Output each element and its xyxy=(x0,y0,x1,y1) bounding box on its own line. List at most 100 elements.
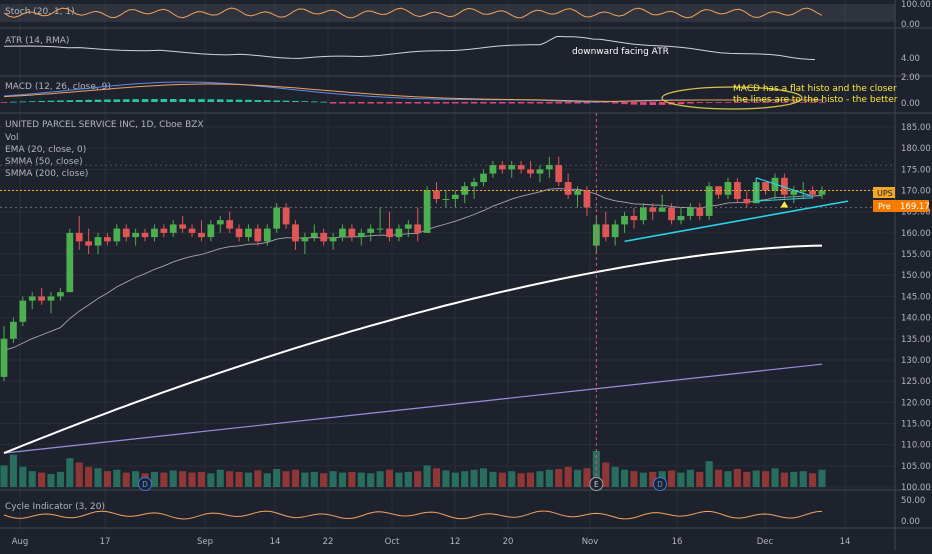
candle xyxy=(414,207,422,242)
candle xyxy=(235,224,243,242)
macd-hist-bar xyxy=(724,102,732,103)
candle-body xyxy=(536,169,544,174)
candle xyxy=(404,220,412,238)
volume-bar xyxy=(404,471,412,487)
volume-bar xyxy=(385,469,394,487)
grid-layer xyxy=(0,0,895,530)
candle-body xyxy=(781,177,788,195)
macd-hist-bar xyxy=(132,99,139,102)
candle-body xyxy=(517,165,525,170)
candle xyxy=(451,190,459,208)
price-tick-label: 170.00 xyxy=(901,187,931,197)
macd-hist-bar xyxy=(423,102,431,104)
macd-hist-bar xyxy=(0,102,8,103)
price-tick-label: 175.00 xyxy=(901,165,931,175)
volume-bar xyxy=(508,471,516,487)
candle-body xyxy=(574,190,581,195)
volume-bar xyxy=(9,454,17,487)
candle-body xyxy=(395,228,403,238)
candle xyxy=(705,182,713,221)
macd-hist-bar xyxy=(348,102,356,104)
macd-hist-bar xyxy=(19,101,27,103)
candle-body xyxy=(19,300,27,322)
volume-bar xyxy=(367,473,375,487)
macd-hist-bar xyxy=(546,102,553,104)
candle-body xyxy=(292,224,299,242)
stoch-line xyxy=(3,7,823,19)
volume-bar xyxy=(113,469,121,487)
candle xyxy=(10,317,17,343)
stoch-band xyxy=(0,4,895,22)
candle-body xyxy=(705,186,713,216)
candle-body xyxy=(160,228,168,233)
candle-body xyxy=(668,207,675,221)
volume-bar xyxy=(66,458,74,487)
candle-body xyxy=(583,190,591,208)
macd-hist-bar xyxy=(75,100,83,102)
macd-hist-bar xyxy=(630,102,638,105)
price-tick-label: 165.00 xyxy=(901,208,931,218)
candle xyxy=(151,224,158,242)
event-marker: D xyxy=(138,477,152,491)
pre-badge-label: Pre xyxy=(878,202,891,211)
pre-badge-bg xyxy=(873,200,929,212)
macd-hist-bar xyxy=(705,102,713,103)
macd-hist-bar xyxy=(818,102,826,103)
macd-hist-bar xyxy=(66,100,74,102)
candle xyxy=(639,203,647,225)
candle-body xyxy=(132,232,140,238)
volume-bar xyxy=(526,472,535,487)
price-tick-label: 125.00 xyxy=(901,377,931,387)
volume-bar xyxy=(686,469,694,487)
candle-body xyxy=(658,207,666,212)
macd-hist-bar xyxy=(809,102,816,103)
candle xyxy=(132,228,140,246)
macd-signal-line xyxy=(3,83,822,102)
volume-bar xyxy=(583,468,591,487)
time-axis-label: 22 xyxy=(323,537,334,547)
atr-annotation: downward facing ATR xyxy=(572,47,669,57)
stoch-tick-low: 0.00 xyxy=(901,20,920,30)
candle-body xyxy=(376,228,384,230)
macd-hist-bar xyxy=(141,99,149,102)
macd-hist-bar xyxy=(57,100,64,102)
volume-bar xyxy=(94,468,102,487)
macd-hist-bar xyxy=(235,99,243,102)
candle-body xyxy=(169,224,177,233)
volume-bar xyxy=(216,469,224,487)
atr-line xyxy=(3,36,816,61)
volume-bar xyxy=(733,469,741,487)
smma200-line xyxy=(3,363,823,454)
macd-hist-bar xyxy=(611,102,619,104)
candle-body xyxy=(639,207,647,221)
volume-bar xyxy=(752,470,760,487)
candle-body xyxy=(320,232,328,242)
candle-body xyxy=(104,237,111,242)
drawings xyxy=(624,177,849,243)
cycle-line xyxy=(3,510,823,520)
macd-hist-bar xyxy=(292,100,299,102)
candle xyxy=(282,203,290,229)
volume-bar xyxy=(639,472,647,487)
candle xyxy=(188,224,196,238)
candle-body xyxy=(0,338,8,377)
macd-hist-bar xyxy=(574,102,581,104)
candle xyxy=(564,173,572,199)
volume-bar xyxy=(461,471,469,487)
time-axis-label: 16 xyxy=(672,537,683,547)
macd-hist-bar xyxy=(367,102,374,104)
candle-body xyxy=(198,232,205,238)
time-axis: Aug 17 Sep 14 22 Oct 12 20 Nov 16 Dec 14 xyxy=(12,537,851,547)
time-axis-label: 17 xyxy=(100,537,111,547)
candle xyxy=(790,186,798,204)
time-axis-label: Aug xyxy=(12,537,29,547)
candle xyxy=(198,220,205,242)
candle-body xyxy=(301,237,309,242)
macd-hist-bar xyxy=(179,99,186,102)
candle xyxy=(141,228,149,242)
candle xyxy=(122,224,130,242)
candle xyxy=(47,292,55,314)
